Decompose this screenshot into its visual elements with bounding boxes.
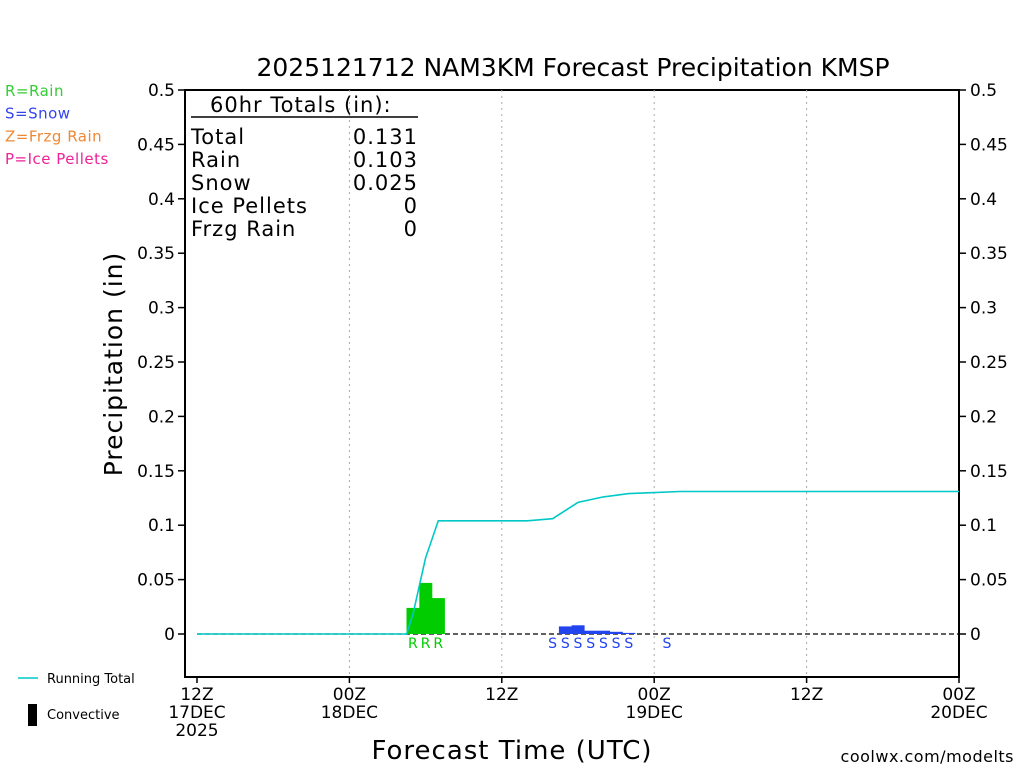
totals-value: 0.131 bbox=[353, 125, 418, 149]
totals-label: Frzg Rain bbox=[191, 217, 296, 241]
totals-value: 0.025 bbox=[353, 171, 418, 195]
y-tick-label-right: 0.5 bbox=[970, 81, 997, 101]
x-tick-label: 2025 bbox=[175, 721, 218, 741]
snow-bar bbox=[559, 626, 572, 634]
snow-bar bbox=[622, 633, 635, 634]
y-axis-right: 0 0.05 0.1 0.15 0.2 0.25 0.3 0.35 0.4 0.45 0.5 bbox=[959, 81, 1008, 645]
ptype-legend-item: Z=Frzg Rain bbox=[5, 127, 102, 145]
ptype-legend-item: R=Rain bbox=[5, 82, 64, 100]
precip-bars bbox=[407, 583, 636, 634]
ptype-marker: S bbox=[624, 636, 633, 652]
ptype-marker: S bbox=[574, 636, 583, 652]
x-tick-label: 12Z bbox=[790, 685, 823, 705]
rain-bar bbox=[419, 583, 432, 634]
running-total-series bbox=[197, 492, 959, 635]
snow-bar bbox=[572, 625, 585, 634]
totals-box: 60hr Totals (in): Total 0.131 Rain 0.103 Sno… bbox=[190, 93, 418, 241]
x-tick-label: 20DEC bbox=[930, 703, 987, 723]
ptype-marker: S bbox=[548, 636, 557, 652]
totals-value: 0 bbox=[404, 194, 418, 218]
y-tick-label-left: 0.1 bbox=[148, 516, 175, 536]
x-axis-label: Forecast Time (UTC) bbox=[371, 736, 652, 766]
totals-value: 0 bbox=[404, 217, 418, 241]
y-tick-label-left: 0.05 bbox=[137, 571, 175, 591]
ptype-marker: S bbox=[599, 636, 608, 652]
y-tick-label-left: 0 bbox=[164, 625, 175, 645]
x-tick-label: 00Z bbox=[333, 685, 366, 705]
y-tick-label-right: 0.45 bbox=[970, 135, 1008, 155]
y-axis-left: 0 0.05 0.1 0.15 0.2 0.25 0.3 0.35 0.4 0.45 0.5 bbox=[137, 81, 185, 645]
y-tick-label-left: 0.2 bbox=[148, 407, 175, 427]
y-tick-label-left: 0.5 bbox=[148, 81, 175, 101]
y-tick-label-right: 0.3 bbox=[970, 299, 997, 319]
x-tick-label: 12Z bbox=[485, 685, 518, 705]
y-tick-label-right: 0.2 bbox=[970, 407, 997, 427]
y-tick-label-left: 0.35 bbox=[137, 244, 175, 264]
y-tick-label-right: 0.1 bbox=[970, 516, 997, 536]
y-tick-label-right: 0.4 bbox=[970, 190, 997, 210]
y-tick-label-right: 0 bbox=[970, 625, 981, 645]
y-tick-label-right: 0.25 bbox=[970, 353, 1008, 373]
line-legend: Running Total Convective bbox=[18, 672, 135, 726]
x-tick-label: 19DEC bbox=[626, 703, 683, 723]
ptype-marker: S bbox=[612, 636, 621, 652]
totals-label: Ice Pellets bbox=[191, 194, 308, 218]
x-tick-label: 00Z bbox=[638, 685, 671, 705]
credit-text: coolwx.com/modelts bbox=[841, 747, 1014, 766]
totals-heading: 60hr Totals (in): bbox=[210, 93, 392, 117]
x-tick-label: 17DEC bbox=[168, 703, 225, 723]
x-tick-label: 12Z bbox=[180, 685, 213, 705]
legend-label: Running Total bbox=[47, 672, 135, 687]
snow-bar bbox=[610, 632, 623, 634]
y-tick-label-right: 0.15 bbox=[970, 462, 1008, 482]
ptype-marker: S bbox=[561, 636, 570, 652]
legend-label: Convective bbox=[47, 708, 120, 723]
plot-frame bbox=[185, 90, 959, 677]
rain-bar bbox=[432, 598, 445, 634]
x-tick-label: 18DEC bbox=[321, 703, 378, 723]
snow-bar bbox=[584, 631, 597, 634]
ptype-marker: R bbox=[433, 636, 443, 652]
y-tick-label-left: 0.3 bbox=[148, 299, 175, 319]
y-tick-label-left: 0.4 bbox=[148, 190, 175, 210]
x-tick-label: 00Z bbox=[942, 685, 975, 705]
totals-label: Rain bbox=[191, 148, 241, 172]
y-axis-label: Precipitation (in) bbox=[99, 252, 128, 477]
precipitation-chart: 2025121712 NAM3KM Forecast Precipitation… bbox=[0, 0, 1024, 768]
totals-label: Snow bbox=[191, 171, 252, 195]
running-total-line bbox=[197, 492, 959, 635]
y-tick-label-right: 0.05 bbox=[970, 571, 1008, 591]
ptype-marker: R bbox=[408, 636, 418, 652]
legend-swatch-bar bbox=[28, 704, 37, 726]
y-tick-label-right: 0.35 bbox=[970, 244, 1008, 264]
totals-value: 0.103 bbox=[353, 148, 418, 172]
ptype-legend: R=Rain S=Snow Z=Frzg Rain P=Ice Pellets bbox=[5, 82, 109, 168]
y-tick-label-left: 0.45 bbox=[137, 135, 175, 155]
y-tick-label-left: 0.15 bbox=[137, 462, 175, 482]
ptype-marker: S bbox=[586, 636, 595, 652]
chart-title: 2025121712 NAM3KM Forecast Precipitation… bbox=[256, 53, 889, 82]
ptype-legend-item: S=Snow bbox=[5, 105, 71, 123]
totals-label: Total bbox=[190, 125, 245, 149]
ptype-legend-item: P=Ice Pellets bbox=[5, 150, 109, 168]
snow-bar bbox=[597, 631, 610, 634]
ptype-marker: R bbox=[421, 636, 431, 652]
ptype-marker: S bbox=[662, 636, 671, 652]
y-tick-label-left: 0.25 bbox=[137, 353, 175, 373]
